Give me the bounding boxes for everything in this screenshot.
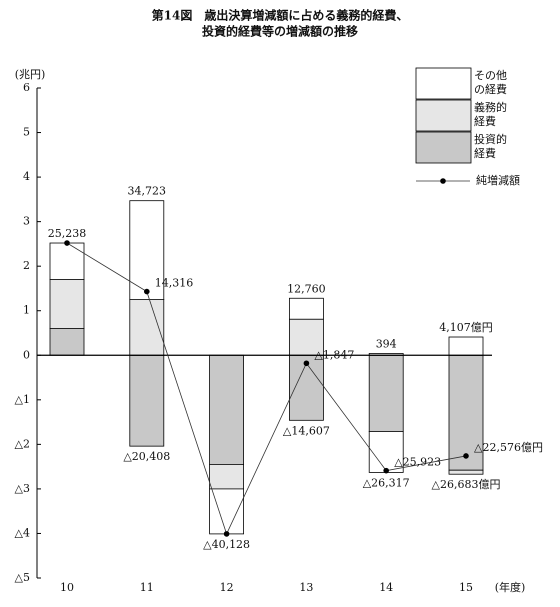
y-tick-label: 6 — [23, 81, 30, 94]
net-point — [64, 240, 70, 246]
total-label: △40,128 — [203, 538, 250, 551]
y-tick-label: △2 — [15, 437, 30, 450]
legend-label: 純増減額 — [476, 173, 520, 187]
legend-point — [440, 178, 446, 184]
y-tick-label: △5 — [15, 571, 30, 584]
y-tick-label: △1 — [15, 393, 30, 406]
bar-segment — [448, 469, 484, 475]
legend-text: その他の経費 — [474, 69, 507, 96]
y-tick-label: 5 — [23, 126, 30, 139]
total-label: 25,238 — [48, 227, 87, 240]
bar-segment — [368, 431, 404, 473]
bar-segment — [448, 336, 484, 356]
y-tick-label: 1 — [23, 304, 30, 317]
legend-swatch — [415, 67, 472, 100]
net-point — [223, 531, 230, 537]
bar-segment — [49, 328, 85, 356]
total-label: 34,723 — [128, 185, 167, 198]
bar-segment — [448, 354, 484, 471]
total-label: 394 — [376, 337, 397, 350]
net-line — [66, 242, 467, 535]
y-tick-label: 2 — [23, 259, 30, 272]
legend-label: 投資的経費 — [474, 133, 507, 160]
y-tick-label: △4 — [15, 526, 30, 539]
y-tick-label: △3 — [15, 482, 30, 495]
y-tick-label: 0 — [23, 348, 30, 361]
x-tick-label: 14 — [379, 581, 393, 594]
bar-segment — [288, 297, 324, 320]
net-label: △25,923 — [394, 456, 441, 469]
total-label: △20,408 — [123, 450, 170, 463]
y-tick-label: 3 — [23, 215, 30, 228]
x-tick-label: 12 — [220, 581, 234, 594]
total-label: 4,107億円 — [439, 321, 493, 334]
legend-label: その他の経費 — [474, 69, 507, 96]
bar-segment — [368, 354, 404, 432]
bar-segment — [209, 354, 245, 465]
net-point — [144, 288, 150, 295]
bar-segment — [129, 200, 165, 300]
x-tick-label: 13 — [299, 581, 313, 594]
x-tick-label: 10 — [60, 581, 74, 594]
legend-swatch — [415, 99, 472, 132]
bar-segment — [129, 354, 165, 447]
net-label: △22,576億円 — [474, 441, 543, 454]
bar-segment — [288, 354, 324, 421]
total-label: △14,607 — [283, 424, 330, 437]
net-label: △1,847 — [314, 348, 354, 361]
chart-title: 第14図 歳出決算増減額に占める義務的経費、 — [152, 8, 409, 23]
legend-text: 投資的経費 — [474, 133, 507, 160]
net-point — [383, 467, 390, 474]
bar-segment — [49, 279, 85, 329]
total-label: △26,683億円 — [432, 478, 501, 491]
chart-title: 投資的経費等の増減額の推移 — [202, 24, 358, 39]
net-label: 14,316 — [155, 277, 194, 290]
net-point — [303, 360, 310, 367]
bar-segment — [49, 242, 85, 280]
legend-swatch — [415, 131, 472, 164]
y-unit: (兆円) — [15, 68, 46, 81]
bar-segment — [129, 299, 165, 356]
bar-segment — [209, 464, 245, 490]
total-label: 12,760 — [287, 282, 326, 295]
x-tick-label: 11 — [140, 581, 154, 594]
legend-text: 義務的経費 — [474, 101, 507, 128]
net-point — [463, 453, 469, 459]
y-tick-label: 4 — [23, 170, 30, 183]
x-tick-label: 15 — [459, 581, 473, 594]
bar-segment — [209, 488, 245, 535]
x-unit: (年度) — [495, 580, 526, 594]
total-label: △26,317 — [363, 476, 410, 489]
legend-label: 義務的経費 — [474, 101, 507, 128]
